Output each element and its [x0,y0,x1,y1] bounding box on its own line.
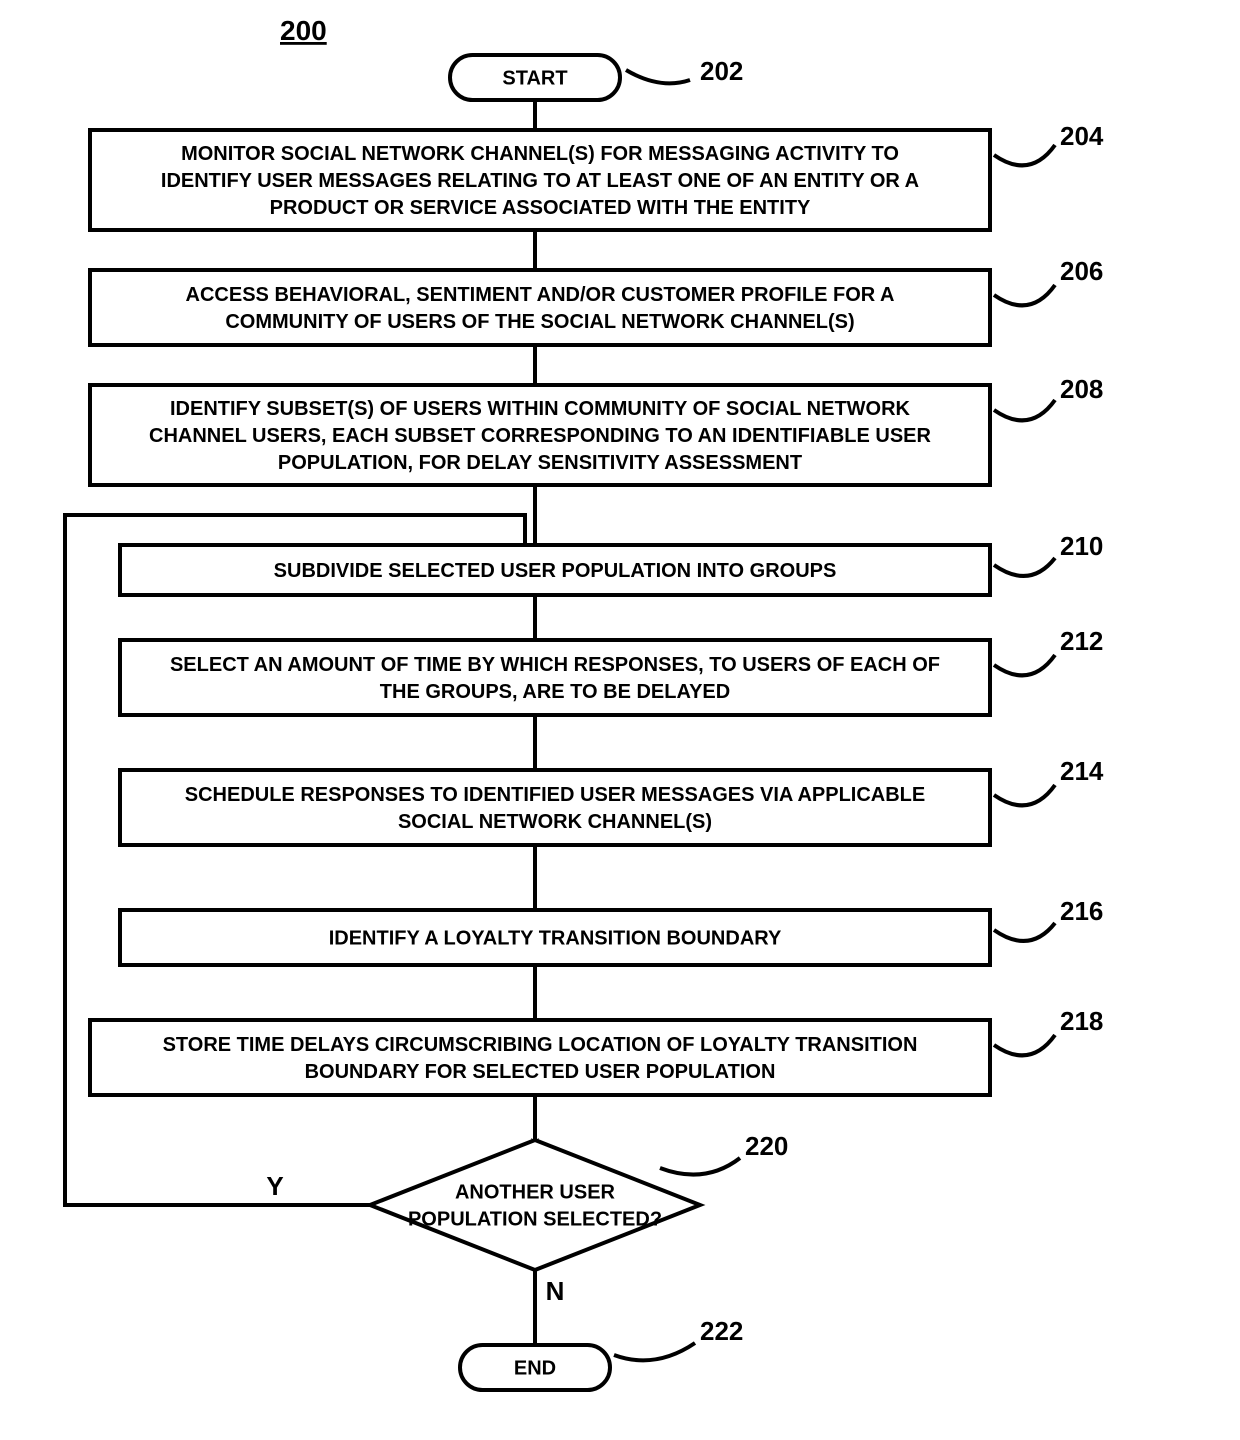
flowchart-diagram: 200 N Y START 202 MONITOR SOCIAL NETWORK CHAN… [0,0,1240,1440]
node-text: BOUNDARY FOR SELECTED USER POPULATION [305,1061,776,1083]
ref-leader [994,655,1055,675]
node-text: ANOTHER USER [455,1181,616,1203]
node-text: IDENTIFY USER MESSAGES RELATING TO AT LE… [161,170,919,192]
ref-leader [660,1158,740,1175]
ref-label: 210 [1060,531,1103,561]
flow-node-start: START 202 [450,55,743,100]
flow-node-n214: SCHEDULE RESPONSES TO IDENTIFIED USER ME… [120,756,1104,845]
flow-node-n216: IDENTIFY A LOYALTY TRANSITION BOUNDARY 21… [120,896,1103,965]
ref-leader [994,923,1055,941]
ref-label: 208 [1060,374,1103,404]
ref-label: 220 [745,1131,788,1161]
flow-node-n208: IDENTIFY SUBSET(S) OF USERS WITHIN COMMU… [90,374,1103,485]
ref-leader [994,400,1055,420]
node-text: THE GROUPS, ARE TO BE DELAYED [380,681,730,703]
node-text: PRODUCT OR SERVICE ASSOCIATED WITH THE E… [270,197,811,219]
ref-label: 218 [1060,1006,1103,1036]
node-text: POPULATION SELECTED? [408,1208,662,1230]
ref-label: 214 [1060,756,1104,786]
node-text: MONITOR SOCIAL NETWORK CHANNEL(S) FOR ME… [181,143,899,165]
edge-label: Y [266,1171,283,1201]
ref-leader [614,1343,695,1360]
ref-leader [994,285,1055,305]
node-text: STORE TIME DELAYS CIRCUMSCRIBING LOCATIO… [163,1034,918,1056]
ref-label: 216 [1060,896,1103,926]
flow-node-n210: SUBDIVIDE SELECTED USER POPULATION INTO … [120,531,1103,595]
flow-edge [65,515,525,1205]
node-text: IDENTIFY SUBSET(S) OF USERS WITHIN COMMU… [170,398,911,420]
ref-leader [994,785,1055,805]
ref-label: 204 [1060,121,1104,151]
node-text: COMMUNITY OF USERS OF THE SOCIAL NETWORK… [225,311,854,333]
node-text: CHANNEL USERS, EACH SUBSET CORRESPONDING… [149,425,931,447]
ref-leader [994,558,1055,576]
ref-label: 202 [700,56,743,86]
ref-label: 212 [1060,626,1103,656]
node-text: SUBDIVIDE SELECTED USER POPULATION INTO … [274,560,837,582]
flow-node-n212: SELECT AN AMOUNT OF TIME BY WHICH RESPON… [120,626,1103,715]
ref-label: 206 [1060,256,1103,286]
node-text: SELECT AN AMOUNT OF TIME BY WHICH RESPON… [170,654,940,676]
ref-label: 222 [700,1316,743,1346]
flow-node-end: END 222 [460,1316,743,1390]
figure-label: 200 [280,15,327,46]
flow-node-n204: MONITOR SOCIAL NETWORK CHANNEL(S) FOR ME… [90,121,1104,230]
node-text: IDENTIFY A LOYALTY TRANSITION BOUNDARY [329,927,782,949]
node-text: SOCIAL NETWORK CHANNEL(S) [398,811,712,833]
node-text: SCHEDULE RESPONSES TO IDENTIFIED USER ME… [185,784,925,806]
ref-leader [994,145,1055,165]
node-text: ACCESS BEHAVIORAL, SENTIMENT AND/OR CUST… [186,284,895,306]
flow-node-n218: STORE TIME DELAYS CIRCUMSCRIBING LOCATIO… [90,1006,1103,1095]
flow-node-n206: ACCESS BEHAVIORAL, SENTIMENT AND/OR CUST… [90,256,1103,345]
ref-leader [994,1035,1055,1055]
ref-leader [626,70,690,83]
flow-node-d220: ANOTHER USER POPULATION SELECTED? 220 [370,1131,788,1270]
node-text: END [514,1357,556,1379]
node-text: START [502,67,567,89]
edge-label: N [546,1276,565,1306]
node-text: POPULATION, FOR DELAY SENSITIVITY ASSESS… [278,452,802,474]
